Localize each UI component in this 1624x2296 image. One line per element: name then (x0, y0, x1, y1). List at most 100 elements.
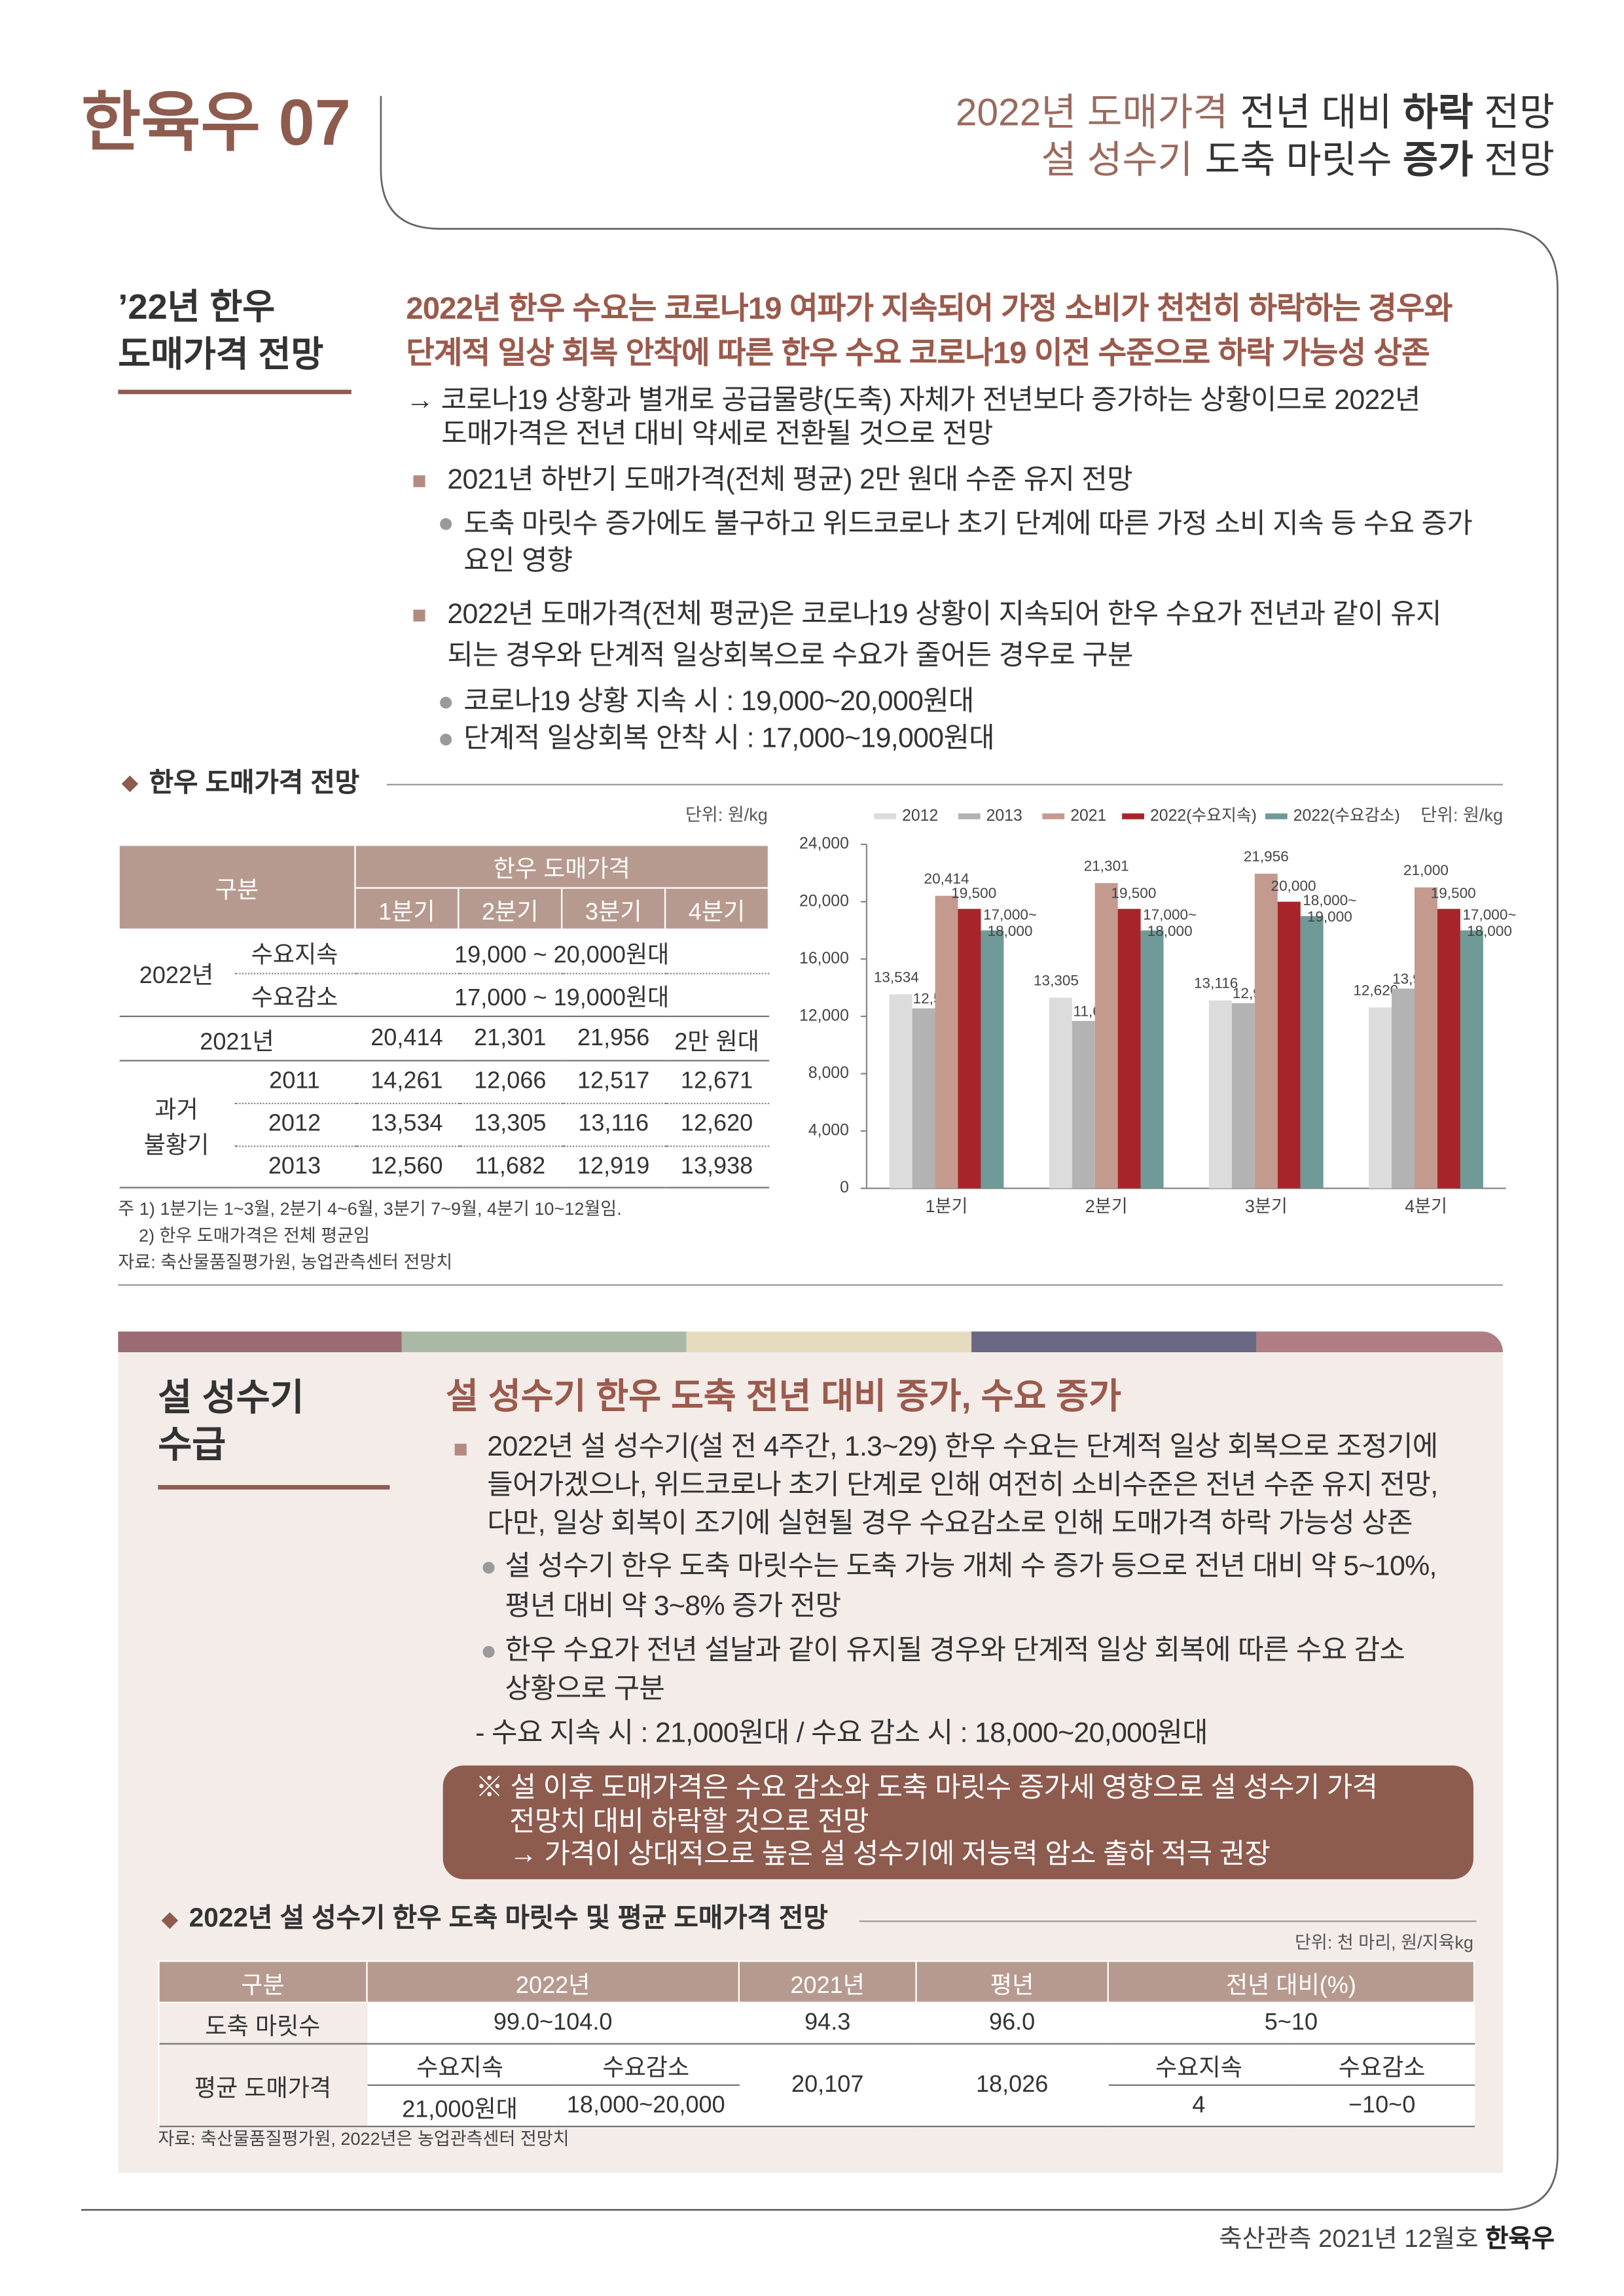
note-box (442, 1765, 1473, 1880)
sub-bullet-text: 평년 대비 약 3~8% 증가 전망 (505, 1591, 841, 1623)
bar (1392, 988, 1415, 1189)
sub-header: 수요지속 (1108, 2043, 1290, 2086)
header-cell: 2021년 (738, 1960, 917, 2003)
row-label: 2022년 (118, 929, 234, 1018)
paragraph: 도매가격은 전년 대비 약세로 전환될 것으로 전망 (441, 419, 993, 450)
bar (1254, 873, 1278, 1189)
value-label-line: 18,000 (1467, 923, 1512, 939)
bullet-dot (440, 733, 452, 746)
source: 자료: 축산물품질평가원, 농업관측센터 전망치 (118, 1251, 453, 1273)
note-text: → 가격이 상대적으로 높은 설 성수기에 저능력 암소 출하 적극 권장 (509, 1839, 1271, 1871)
legend-label: 2022(수요감소) (1293, 806, 1400, 825)
element: 구분 2022년 2021년 평년 전년 대비(%) (158, 1960, 1475, 2003)
cell: 2만 원대 (665, 1016, 769, 1062)
cell: 12,517 (562, 1060, 666, 1105)
row-label-line: 불황기 (143, 1133, 209, 1158)
value-label: 19,500 (1111, 885, 1156, 901)
bullet-dot (482, 1645, 495, 1658)
row-label: 2021년 (118, 1016, 355, 1062)
bar (1231, 1003, 1255, 1189)
element: 구분 2022년 2021년 평년 전년 대비(%) 도축 마릿수 99.0~104.0 9… (158, 1960, 1475, 2128)
header-cell: 구분 (158, 1960, 368, 2003)
color-band (118, 1331, 402, 1352)
label-underline (158, 1484, 390, 1490)
row-label: 수요감소 (234, 973, 355, 1018)
row-label: 도축 마릿수 (158, 2002, 367, 2045)
bar (981, 930, 1004, 1189)
rule (859, 1920, 1477, 1922)
element: 2021년 20,414 21,301 21,956 2만 원대 (118, 1016, 769, 1062)
header-cell: 4분기 (664, 887, 770, 930)
price-table: 구분 한우 도매가격 1분기 2분기 3분기 4분기 2022년 수요지속 19,000 ~… (118, 844, 770, 1189)
section-headline: 단계적 일상 회복 안착에 따른 한우 수요 코로나19 이전 수준으로 하락 … (406, 336, 1430, 371)
value-label: 17,000~ 18,000 (1143, 906, 1197, 939)
y-tick-label: 12,000 (799, 1007, 849, 1024)
legend-label: 2012 (902, 807, 938, 825)
row-label-line: 과거 (154, 1097, 198, 1123)
bullet-text: 2021년 하반기 도매가격(전체 평균) 2만 원대 수준 유지 전망 (447, 465, 1132, 496)
bullet-text: 되는 경우와 단계적 일상회복으로 수요가 줄어든 경우로 구분 (447, 640, 1133, 672)
x-tick-label: 3분기 (1245, 1196, 1288, 1216)
header-cell: 2022년 (366, 1960, 740, 2003)
headline-text: 도축 마릿수 (1204, 137, 1392, 182)
y-tick-label: 0 (840, 1179, 849, 1196)
value-label: 17,000~ 18,000 (983, 906, 1037, 939)
headline-text: 전망 (1484, 90, 1555, 135)
section-headline: 설 성수기 한우 도축 전년 대비 증가, 수요 증가 (446, 1377, 1121, 1418)
headline-lead: 2022년 도매가격 (955, 90, 1229, 135)
cell: 11,682 (458, 1146, 562, 1189)
cell: 21,000원대 (367, 2085, 553, 2128)
bar (1369, 1007, 1392, 1189)
value-label: 21,301 (1084, 857, 1129, 874)
row-label: 2012 (234, 1103, 355, 1147)
note-text: ※ 설 이후 도매가격은 수요 감소와 도축 마릿수 증가세 영향으로 설 성수… (475, 1772, 1378, 1804)
cell: 96.0 (916, 2002, 1108, 2045)
element: 1분기 2분기 3분기 4분기 (119, 887, 770, 930)
rule (118, 1284, 1504, 1286)
section-label: ’22년 한우 (118, 287, 276, 328)
headline-text: 전년 대비 (1240, 90, 1392, 135)
color-band (1256, 1331, 1504, 1352)
header-cell: 2분기 (458, 887, 563, 930)
page-frame (81, 96, 1559, 2211)
bar (1415, 887, 1437, 1189)
cell: 18,026 (916, 2043, 1108, 2128)
cell: 20,414 (355, 1016, 459, 1062)
legend-label: 2021 (1070, 807, 1106, 825)
element: 수요감소 17,000 ~ 19,000원대 (119, 973, 769, 1018)
cell: 13,116 (562, 1103, 666, 1147)
cell: 5~10 (1108, 2002, 1475, 2045)
section-headline: 2022년 한우 수요는 코로나19 여파가 지속되어 가정 소비가 천천히 하… (406, 292, 1453, 327)
element: 구분 한우 도매가격 1분기 2분기 3분기 4분기 2022년 수요지속 19,000 ~… (118, 844, 770, 1189)
value-label: 12,620 (1353, 982, 1398, 998)
y-tick-label: 16,000 (799, 950, 849, 967)
header-cell: 3분기 (561, 887, 666, 930)
cell: 19,000 ~ 20,000원대 (355, 929, 769, 975)
cell: 13,305 (458, 1103, 562, 1147)
cell: 20,107 (738, 2043, 916, 2128)
row-label: 2013 (234, 1146, 355, 1189)
bullet-square (413, 475, 425, 488)
cell: 12,560 (355, 1146, 459, 1189)
bar (935, 895, 958, 1189)
bullet-square (454, 1443, 467, 1456)
header-cell: 평년 (915, 1960, 1109, 2003)
sub-header: 수요감소 (1290, 2043, 1475, 2086)
note-text: 전망치 대비 하락할 것으로 전망 (509, 1806, 869, 1839)
forecast-table: 구분 2022년 2021년 평년 전년 대비(%) 도축 마릿수 99.0~104.0 9… (158, 1960, 1475, 2128)
headline: 설 성수기 도축 마릿수 증가 전망 (1041, 137, 1555, 182)
y-tick-label: 8,000 (808, 1064, 849, 1082)
bar (1208, 1000, 1232, 1189)
element: 21,000원대 18,000~20,000 4 −10~0 (158, 2085, 1475, 2128)
element: 2013 12,560 11,682 12,919 13,938 (119, 1146, 769, 1189)
value-label: 20,000 (1271, 878, 1316, 894)
color-band (686, 1331, 972, 1352)
element: 구분 한우 도매가격 (118, 844, 770, 930)
bar (1277, 901, 1301, 1189)
bar (1072, 1020, 1095, 1189)
bar (1460, 930, 1483, 1189)
